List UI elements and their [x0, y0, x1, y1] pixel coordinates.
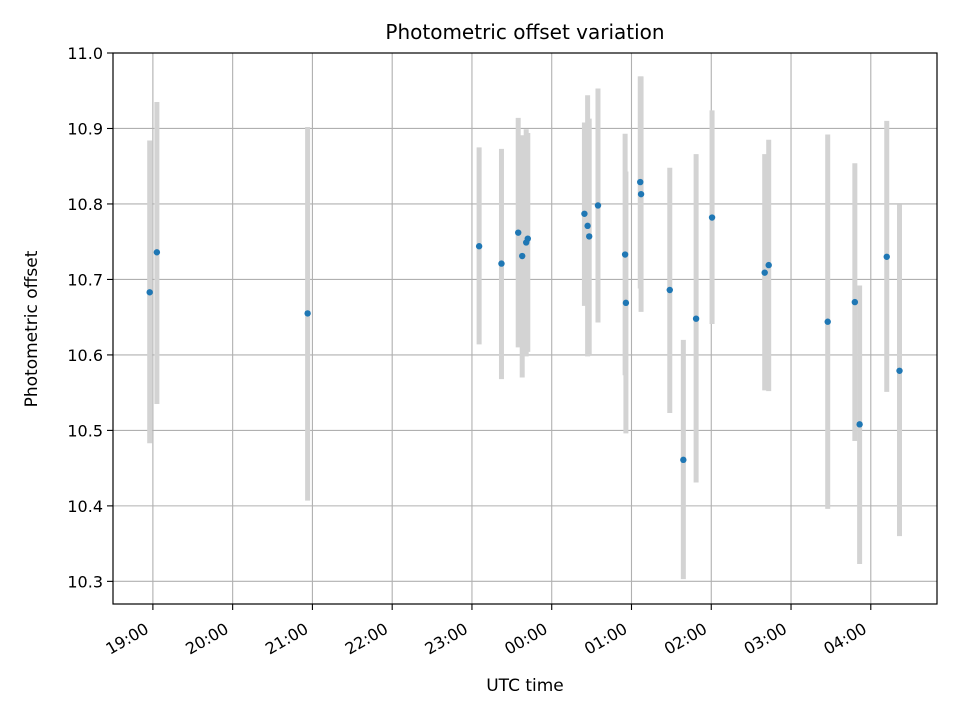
- data-point: [637, 178, 644, 186]
- data-point: [475, 243, 483, 250]
- data-point: [824, 318, 831, 325]
- data-point: [765, 261, 772, 269]
- y-tick-label: 10.8: [67, 195, 103, 214]
- data-point: [586, 233, 593, 240]
- data-point: [524, 235, 531, 242]
- data-point: [761, 269, 768, 276]
- y-tick-label: 10.9: [67, 119, 103, 138]
- data-point: [304, 310, 311, 317]
- y-tick-label: 10.4: [67, 497, 103, 516]
- y-tick-label: 10.6: [67, 346, 103, 365]
- data-point: [621, 251, 629, 258]
- data-point: [851, 298, 859, 306]
- data-point: [692, 315, 700, 322]
- data-point: [666, 286, 673, 294]
- y-tick-label: 10.3: [67, 572, 103, 591]
- data-point: [584, 222, 591, 230]
- plot-area-frame: [112, 52, 938, 605]
- data-points: [146, 178, 903, 464]
- data-point: [896, 367, 903, 374]
- y-axis: 10.3 10.4 10.5 10.6 10.7 10.8 10.9 11.0: [67, 44, 113, 591]
- data-point: [515, 229, 522, 236]
- y-tick-label: 11.0: [67, 44, 103, 63]
- data-point: [594, 202, 602, 209]
- data-point: [637, 190, 645, 198]
- data-point: [883, 253, 890, 260]
- data-point: [146, 289, 153, 296]
- data-point: [680, 456, 687, 464]
- y-tick-label: 10.7: [67, 270, 103, 289]
- data-point: [708, 214, 716, 221]
- y-tick-label: 10.5: [67, 421, 103, 440]
- data-point: [498, 260, 505, 267]
- data-point: [581, 210, 588, 217]
- data-point: [856, 421, 863, 428]
- chart-title: Photometric offset variation: [385, 20, 664, 44]
- data-point: [153, 249, 161, 256]
- x-axis-title: UTC time: [486, 676, 564, 696]
- y-axis-title: Photometric offset: [22, 250, 42, 407]
- data-point: [519, 252, 526, 260]
- data-point: [622, 299, 630, 307]
